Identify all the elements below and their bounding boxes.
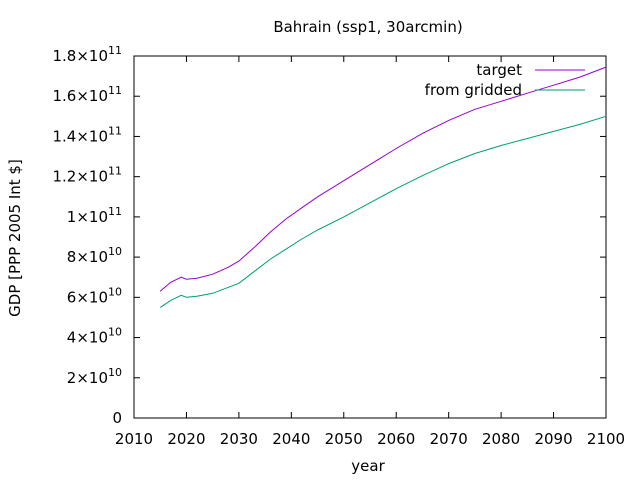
y-tick-exponent: 11 xyxy=(108,44,122,57)
y-tick-exponent: 11 xyxy=(108,205,122,218)
y-tick-mantissa: 0 xyxy=(112,409,122,427)
y-tick-exponent: 10 xyxy=(108,245,122,258)
y-tick-label: 1×1011 xyxy=(67,205,122,226)
y-tick-mantissa: 6×10 xyxy=(67,288,108,306)
x-tick-label: 2090 xyxy=(534,430,572,448)
x-tick-label: 2080 xyxy=(482,430,520,448)
y-tick-label: 0 xyxy=(112,409,122,427)
y-tick-label: 6×1010 xyxy=(67,285,122,306)
y-tick-exponent: 10 xyxy=(108,326,122,339)
plot-area: 2010 2020 2030 2040 2050 2060 2070 2080 2090 2100… xyxy=(52,44,625,448)
y-tick-mantissa: 1×10 xyxy=(67,208,108,226)
y-tick-label: 1.8×1011 xyxy=(52,44,122,65)
y-tick-mantissa: 1.4×10 xyxy=(52,127,108,145)
y-tick-exponent: 11 xyxy=(108,84,122,97)
y-tick-mantissa: 1.6×10 xyxy=(52,87,108,105)
y-tick-label: 1.2×1011 xyxy=(52,165,122,186)
y-tick-mantissa: 1.2×10 xyxy=(52,168,108,186)
legend-label: target xyxy=(476,61,522,79)
y-tick-label: 1.6×1011 xyxy=(52,84,122,105)
y-tick-mantissa: 4×10 xyxy=(67,329,108,347)
y-tick-exponent: 10 xyxy=(108,366,122,379)
series-line-1 xyxy=(159,115,607,308)
series-line-0 xyxy=(159,66,607,292)
legend-label: from gridded xyxy=(425,81,522,99)
y-tick-label: 4×1010 xyxy=(67,326,122,347)
y-tick-label: 1.4×1011 xyxy=(52,124,122,145)
x-tick-label: 2010 xyxy=(115,430,153,448)
y-tick-label: 2×1010 xyxy=(67,366,122,387)
y-tick-exponent: 10 xyxy=(108,285,122,298)
x-tick-label: 2030 xyxy=(220,430,258,448)
y-tick-mantissa: 2×10 xyxy=(67,369,108,387)
y-tick-exponent: 11 xyxy=(108,165,122,178)
y-tick-mantissa: 8×10 xyxy=(67,248,108,266)
x-tick-label: 2060 xyxy=(377,430,415,448)
chart-title: Bahrain (ssp1, 30arcmin) xyxy=(273,18,462,36)
x-tick-label: 2100 xyxy=(587,430,625,448)
x-axis-label: year xyxy=(351,457,385,475)
x-tick-label: 2040 xyxy=(272,430,310,448)
y-tick-mantissa: 1.8×10 xyxy=(52,47,108,65)
y-tick-label: 8×1010 xyxy=(67,245,122,266)
plot-frame xyxy=(133,55,607,419)
x-tick-label: 2070 xyxy=(430,430,468,448)
y-tick-exponent: 11 xyxy=(108,124,122,137)
x-tick-label: 2020 xyxy=(167,430,205,448)
x-tick-label: 2050 xyxy=(325,430,363,448)
y-axis-label: GDP [PPP 2005 Int $] xyxy=(6,159,24,317)
